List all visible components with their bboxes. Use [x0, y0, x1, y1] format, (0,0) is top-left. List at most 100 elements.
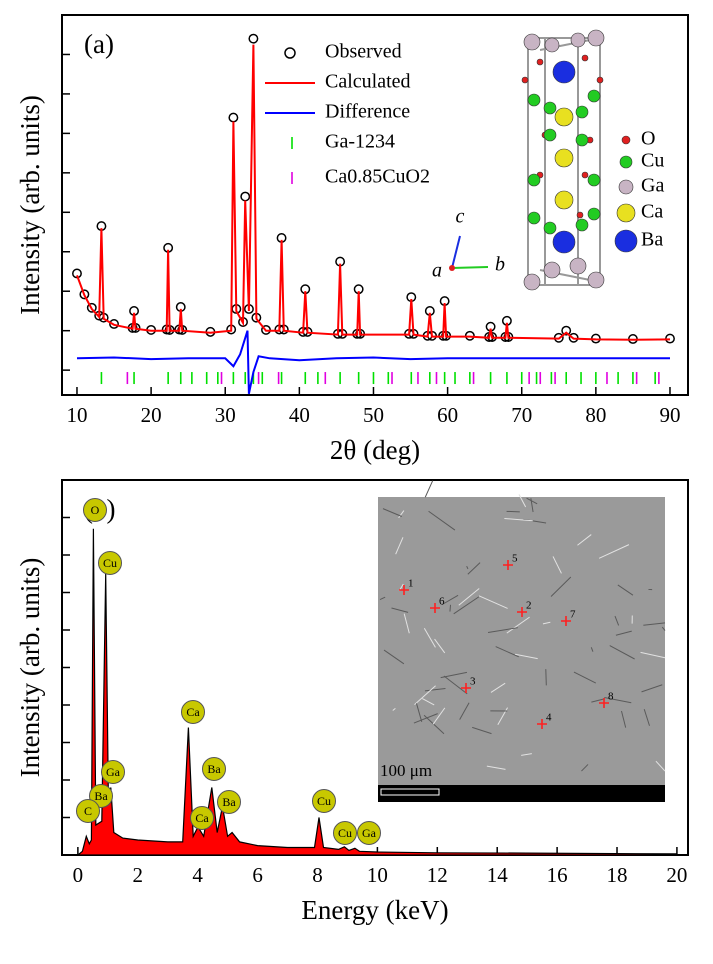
- observed-point: [248, 33, 259, 44]
- peak-label-badge: [101, 760, 125, 784]
- legend-label: Ga-1234: [325, 131, 395, 153]
- legend-atom-label: Cu: [641, 150, 664, 172]
- peak-label-badge: [83, 498, 107, 522]
- peak-label-badge: [190, 806, 214, 830]
- x-tick-label: 8: [312, 863, 323, 887]
- sem-crack: [530, 498, 534, 513]
- atom: [587, 89, 601, 103]
- sem-marker: [503, 560, 513, 570]
- axis-letter: b: [495, 254, 505, 276]
- x-tick-label: 70: [511, 403, 532, 427]
- sem-crack: [423, 628, 436, 648]
- sem-crack: [466, 565, 469, 570]
- atom: [570, 32, 586, 48]
- peak-label-badge: [202, 757, 226, 781]
- sem-crack: [458, 588, 480, 606]
- sem-crack: [449, 604, 452, 612]
- peak-label: Ca: [186, 705, 200, 719]
- sem-crack: [598, 544, 630, 559]
- legend-atom: [614, 229, 638, 253]
- sem-crack: [486, 765, 506, 770]
- legend-label: Calculated: [325, 71, 411, 93]
- sem-crack: [428, 510, 456, 531]
- series-line: [76, 44, 671, 341]
- sem-crack: [424, 480, 434, 498]
- axis-origin: [449, 265, 455, 271]
- sem-bar: [378, 785, 665, 802]
- x-tick-label: 20: [141, 403, 162, 427]
- legend-atom: [621, 135, 631, 145]
- x-tick-label: 2: [133, 863, 144, 887]
- x-tick-label: 20: [666, 863, 687, 887]
- atom: [554, 190, 574, 210]
- y-axis-label: Intensity (arb. units): [15, 95, 45, 315]
- plot-frame: [61, 14, 689, 396]
- peak-label: Cu: [338, 826, 352, 840]
- sem-crack: [432, 707, 446, 725]
- sem-marker-label: 6: [439, 596, 445, 608]
- sem-crack: [497, 707, 508, 726]
- atom: [587, 207, 601, 221]
- peak-label: Cu: [317, 794, 331, 808]
- axis-arrow: [451, 235, 461, 269]
- peak-label: Ga: [106, 765, 121, 779]
- x-axis-label: 2θ (deg): [330, 435, 420, 465]
- atom: [569, 257, 587, 275]
- sem-crack: [422, 698, 435, 706]
- peak-label-badge: [217, 790, 241, 814]
- x-tick-label: 16: [547, 863, 568, 887]
- sem-crack: [459, 702, 470, 720]
- legend-label: Observed: [325, 41, 402, 63]
- peak-label: Ba: [222, 795, 236, 809]
- observed-point: [86, 302, 97, 313]
- peak-label-badge: [312, 789, 336, 813]
- peak-label: Ga: [362, 826, 377, 840]
- sem-crack: [573, 671, 597, 684]
- peak-label-badge: [333, 821, 357, 845]
- sem-crack: [550, 576, 572, 597]
- sem-crack: [424, 688, 446, 692]
- sem-marker-label: 1: [408, 578, 414, 590]
- atom: [527, 93, 541, 107]
- sem-crack: [591, 698, 605, 703]
- spectrum-area: [77, 528, 678, 856]
- legend-atom: [616, 203, 636, 223]
- y-axis-label: Intensity (arb. units): [15, 558, 45, 778]
- axis-arrow: [451, 266, 489, 269]
- atom: [587, 271, 605, 289]
- sem-crack: [441, 594, 459, 606]
- sem-crack: [515, 653, 538, 660]
- sem-crack: [614, 615, 620, 626]
- sem-crack: [440, 671, 468, 679]
- sem-crack: [518, 494, 527, 508]
- sem-marker: [399, 585, 409, 595]
- sem-crack: [552, 556, 562, 574]
- x-tick-label: 90: [659, 403, 680, 427]
- sem-crack: [415, 703, 423, 723]
- atom: [587, 29, 605, 47]
- sem-crack: [604, 696, 632, 704]
- sem-crack: [398, 510, 405, 519]
- atom: [554, 148, 574, 168]
- observed-point: [240, 191, 251, 202]
- sem-crack: [487, 627, 518, 633]
- sem-crack: [423, 714, 445, 735]
- sem-crack: [661, 626, 666, 631]
- observed-point: [228, 112, 239, 123]
- sem-scale-label: 100 μm: [380, 761, 432, 780]
- sem-marker: [537, 719, 547, 729]
- atom: [575, 105, 589, 119]
- x-tick-label: 50: [363, 403, 384, 427]
- x-tick-label: 6: [252, 863, 263, 887]
- sem-crack: [643, 622, 666, 626]
- x-tick-label: 40: [289, 403, 310, 427]
- atom: [581, 54, 589, 62]
- atom: [554, 107, 574, 127]
- peak-label-badge: [76, 799, 100, 823]
- atom: [527, 211, 541, 225]
- sem-crack: [542, 621, 551, 625]
- peak-label: Ba: [94, 789, 108, 803]
- sem-marker-label: 8: [608, 691, 614, 703]
- atom: [575, 218, 589, 232]
